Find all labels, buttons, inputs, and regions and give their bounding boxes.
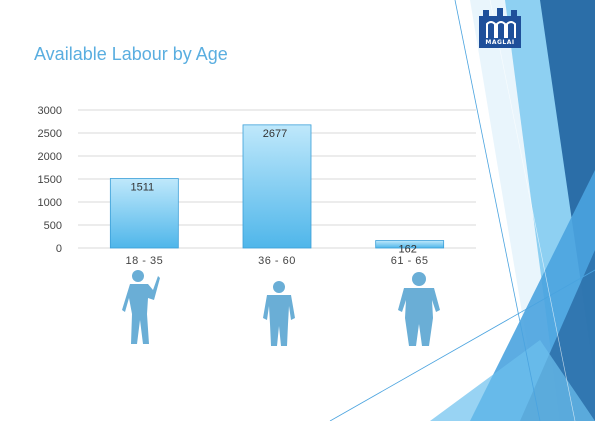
- x-tick-label: 18 - 35: [125, 255, 163, 267]
- bar: [109, 178, 179, 249]
- deco-line-diagonal-3: [489, 0, 576, 421]
- deco-line-diagonal-1: [454, 0, 541, 421]
- y-tick-label: 2000: [38, 151, 62, 163]
- x-tick-label: 61 - 65: [391, 255, 429, 267]
- older-worker-silhouette-icon: [398, 272, 440, 346]
- data-label: 2677: [263, 128, 287, 140]
- y-tick-label: 500: [44, 220, 62, 232]
- slide-title: Available Labour by Age: [34, 44, 228, 64]
- deco-line-diagonal-2: [329, 269, 595, 421]
- y-tick-label: 2500: [38, 128, 62, 140]
- data-label: 162: [398, 244, 416, 256]
- y-tick-label: 1500: [38, 174, 62, 186]
- x-tick-label: 36 - 60: [258, 255, 296, 267]
- y-tick-label: 0: [56, 243, 62, 255]
- deco-cyan-triangle: [430, 340, 595, 421]
- y-tick-label: 3000: [38, 105, 62, 117]
- adult-worker-silhouette-icon: [263, 281, 295, 346]
- young-worker-silhouette-icon: [122, 270, 160, 344]
- y-tick-label: 1000: [38, 197, 62, 209]
- data-label: 1511: [131, 181, 155, 193]
- bar: [375, 240, 445, 249]
- maglai-logo: [479, 8, 521, 48]
- logo-text: MAGLAI: [485, 39, 515, 46]
- bar: [242, 124, 312, 249]
